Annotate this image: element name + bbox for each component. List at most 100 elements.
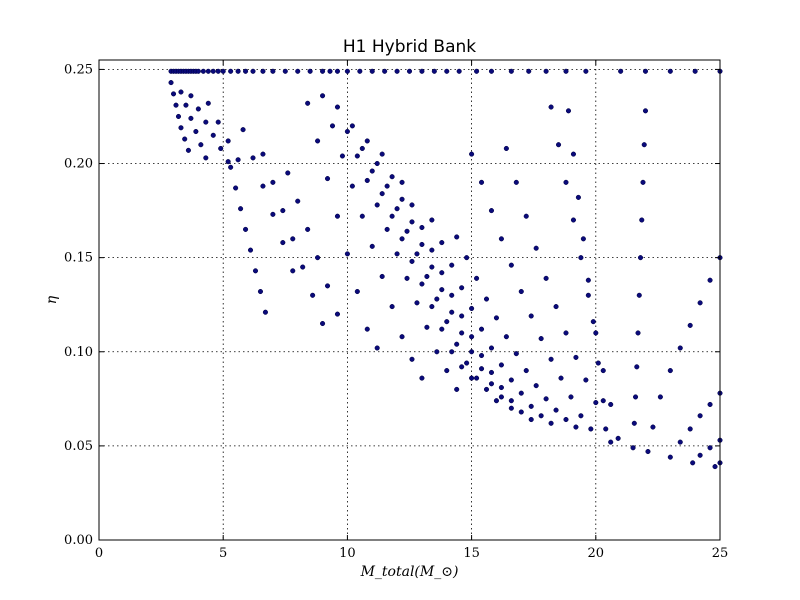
data-point [518,288,524,295]
data-point [168,80,174,86]
data-point [593,400,599,406]
data-point [548,420,554,426]
data-point [280,240,286,246]
data-point [344,251,350,257]
data-point [404,228,410,234]
data-point [185,147,191,153]
data-point [650,424,656,430]
data-point [565,108,572,114]
data-point [252,268,259,274]
data-point [324,176,331,182]
data-point [697,300,703,306]
data-point [464,255,470,261]
data-point [570,217,576,223]
data-point [697,413,703,419]
data-point [193,128,199,135]
data-point [585,292,591,298]
data-point [379,191,385,197]
data-point [538,336,544,342]
data-point [188,93,194,99]
data-point [488,345,495,351]
data-point [454,234,460,240]
data-point [439,326,445,332]
data-point [329,123,336,129]
data-point [369,168,375,174]
data-point [513,351,519,357]
y-tick-label: 0.20 [64,157,93,172]
data-point [548,104,554,110]
data-point [583,68,589,74]
data-point [707,401,713,408]
data-point [600,398,606,404]
data-point [225,159,231,165]
data-point [364,326,370,332]
data-point [178,89,184,95]
data-point [260,151,266,157]
data-point [414,251,420,257]
data-point [474,68,480,74]
data-point [320,93,326,99]
data-point [240,127,246,133]
data-point [247,247,254,253]
data-point [357,68,363,74]
data-point [631,420,637,426]
data-point [315,255,321,261]
data-point [632,394,639,400]
data-point [320,320,326,327]
data-point [429,247,435,253]
y-tick-label: 0.25 [64,62,93,77]
x-tick-label: 15 [463,546,480,561]
data-point [419,68,425,74]
data-point [429,264,435,270]
data-point [218,145,224,152]
data-point [374,160,380,167]
data-point [270,179,276,185]
data-point [488,208,495,214]
data-point [570,151,576,157]
data-point [608,401,614,408]
data-point [558,375,564,381]
data-point [334,213,341,219]
data-point [690,460,696,466]
data-point [677,439,683,445]
data-point [280,208,286,214]
x-tick-label: 10 [339,546,356,561]
data-point [478,366,485,372]
data-point [508,68,514,74]
data-point [641,142,647,148]
data-point [498,394,504,400]
y-axis-label: η [44,295,60,304]
data-point [657,394,663,400]
data-point [235,68,241,74]
data-point [233,185,239,191]
data-point [327,68,333,74]
data-point [419,375,425,381]
data-point [449,292,455,298]
data-point [429,217,435,223]
data-point [374,202,380,208]
data-point [578,255,584,261]
data-point [364,138,370,144]
data-point [409,219,415,225]
data-point [687,322,693,328]
data-point [270,68,276,74]
data-point [667,454,673,460]
data-point [493,398,499,404]
data-point [464,360,470,366]
data-point [270,211,276,217]
data-point [555,142,562,148]
data-point [349,123,355,129]
x-axis-ticks: 0 5 10 15 20 25 [95,60,728,561]
data-point [568,394,574,400]
data-point [389,174,395,180]
data-point [635,330,641,336]
data-point [243,68,249,74]
data-point [305,226,311,232]
data-point [563,68,569,74]
x-tick-label: 20 [588,546,605,561]
data-point [618,68,624,74]
data-point [429,304,435,310]
data-point [215,68,221,74]
data-point [533,245,539,251]
data-point [493,315,499,321]
